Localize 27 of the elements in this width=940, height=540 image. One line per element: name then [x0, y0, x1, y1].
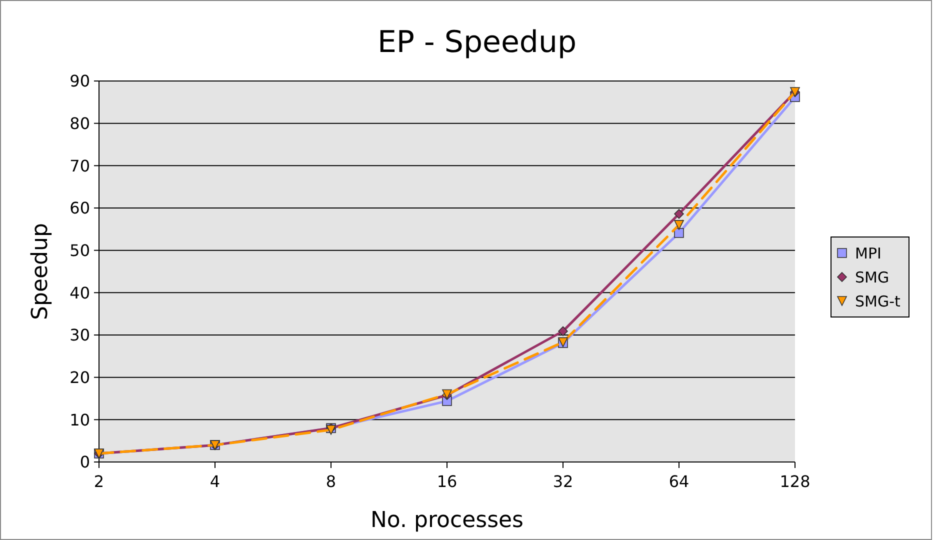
x-tick-label: 32: [552, 472, 574, 491]
x-tick-label: 16: [436, 472, 458, 491]
x-axis-title: No. processes: [370, 508, 524, 533]
point: [674, 220, 684, 230]
x-tick-label: 4: [210, 472, 220, 491]
y-tick-label: 0: [80, 452, 90, 472]
chart-title: EP - Speedup: [377, 25, 577, 60]
y-tick-label: 40: [70, 283, 90, 302]
point: [674, 209, 684, 219]
x-tick-label: 64: [668, 472, 690, 491]
y-tick-label: 90: [70, 72, 90, 91]
y-tick-label: 10: [70, 410, 90, 430]
y-tick-label: 50: [70, 240, 90, 260]
x-tick-label: 2: [94, 472, 104, 491]
y-tick-label: 70: [70, 156, 90, 176]
legend-label: MPI: [855, 244, 882, 262]
x-tick-label: 128: [780, 472, 810, 491]
legend-label: SMG-t: [855, 292, 900, 310]
y-tick-label: 20: [70, 368, 90, 387]
y-tick-label: 80: [70, 114, 90, 133]
point: [558, 326, 568, 336]
y-tick-label: 30: [70, 326, 90, 345]
y-axis-title: Speedup: [28, 223, 53, 320]
legend-label: SMG: [855, 268, 890, 286]
x-tick-label: 8: [326, 472, 336, 491]
y-tick-label: 60: [70, 198, 90, 218]
point: [674, 228, 684, 238]
